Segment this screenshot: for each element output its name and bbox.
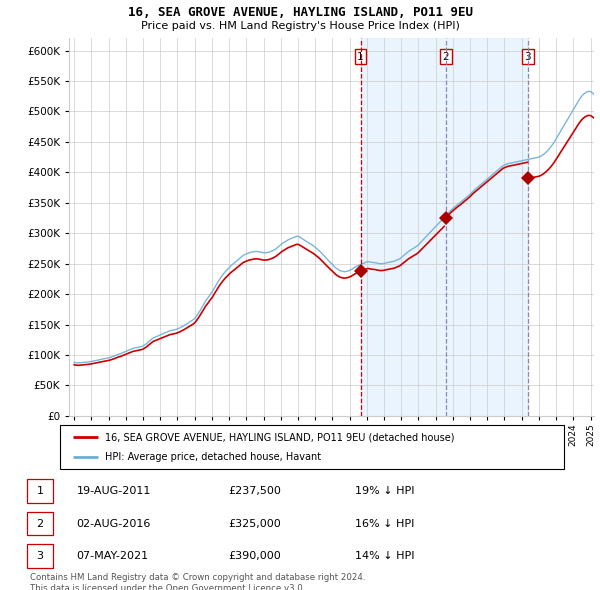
Text: 1: 1 — [357, 51, 364, 61]
FancyBboxPatch shape — [27, 545, 53, 568]
Text: 1: 1 — [37, 486, 44, 496]
Text: This data is licensed under the Open Government Licence v3.0.: This data is licensed under the Open Gov… — [30, 584, 305, 590]
Text: 16% ↓ HPI: 16% ↓ HPI — [355, 519, 415, 529]
Text: 3: 3 — [37, 551, 44, 561]
Text: 02-AUG-2016: 02-AUG-2016 — [76, 519, 151, 529]
Text: Contains HM Land Registry data © Crown copyright and database right 2024.: Contains HM Land Registry data © Crown c… — [30, 573, 365, 582]
Text: £325,000: £325,000 — [228, 519, 281, 529]
Text: Price paid vs. HM Land Registry's House Price Index (HPI): Price paid vs. HM Land Registry's House … — [140, 21, 460, 31]
Text: 19% ↓ HPI: 19% ↓ HPI — [355, 486, 415, 496]
Text: 16, SEA GROVE AVENUE, HAYLING ISLAND, PO11 9EU: 16, SEA GROVE AVENUE, HAYLING ISLAND, PO… — [128, 6, 473, 19]
Text: 2: 2 — [442, 51, 449, 61]
Text: HPI: Average price, detached house, Havant: HPI: Average price, detached house, Hava… — [106, 452, 322, 461]
Text: £237,500: £237,500 — [228, 486, 281, 496]
Text: 07-MAY-2021: 07-MAY-2021 — [76, 551, 149, 561]
Text: £390,000: £390,000 — [228, 551, 281, 561]
Text: 19-AUG-2011: 19-AUG-2011 — [76, 486, 151, 496]
Text: 2: 2 — [37, 519, 44, 529]
Bar — [361, 38, 528, 416]
FancyBboxPatch shape — [27, 480, 53, 503]
Text: 16, SEA GROVE AVENUE, HAYLING ISLAND, PO11 9EU (detached house): 16, SEA GROVE AVENUE, HAYLING ISLAND, PO… — [106, 432, 455, 442]
Text: 14% ↓ HPI: 14% ↓ HPI — [355, 551, 415, 561]
Text: 3: 3 — [524, 51, 531, 61]
FancyBboxPatch shape — [27, 512, 53, 535]
